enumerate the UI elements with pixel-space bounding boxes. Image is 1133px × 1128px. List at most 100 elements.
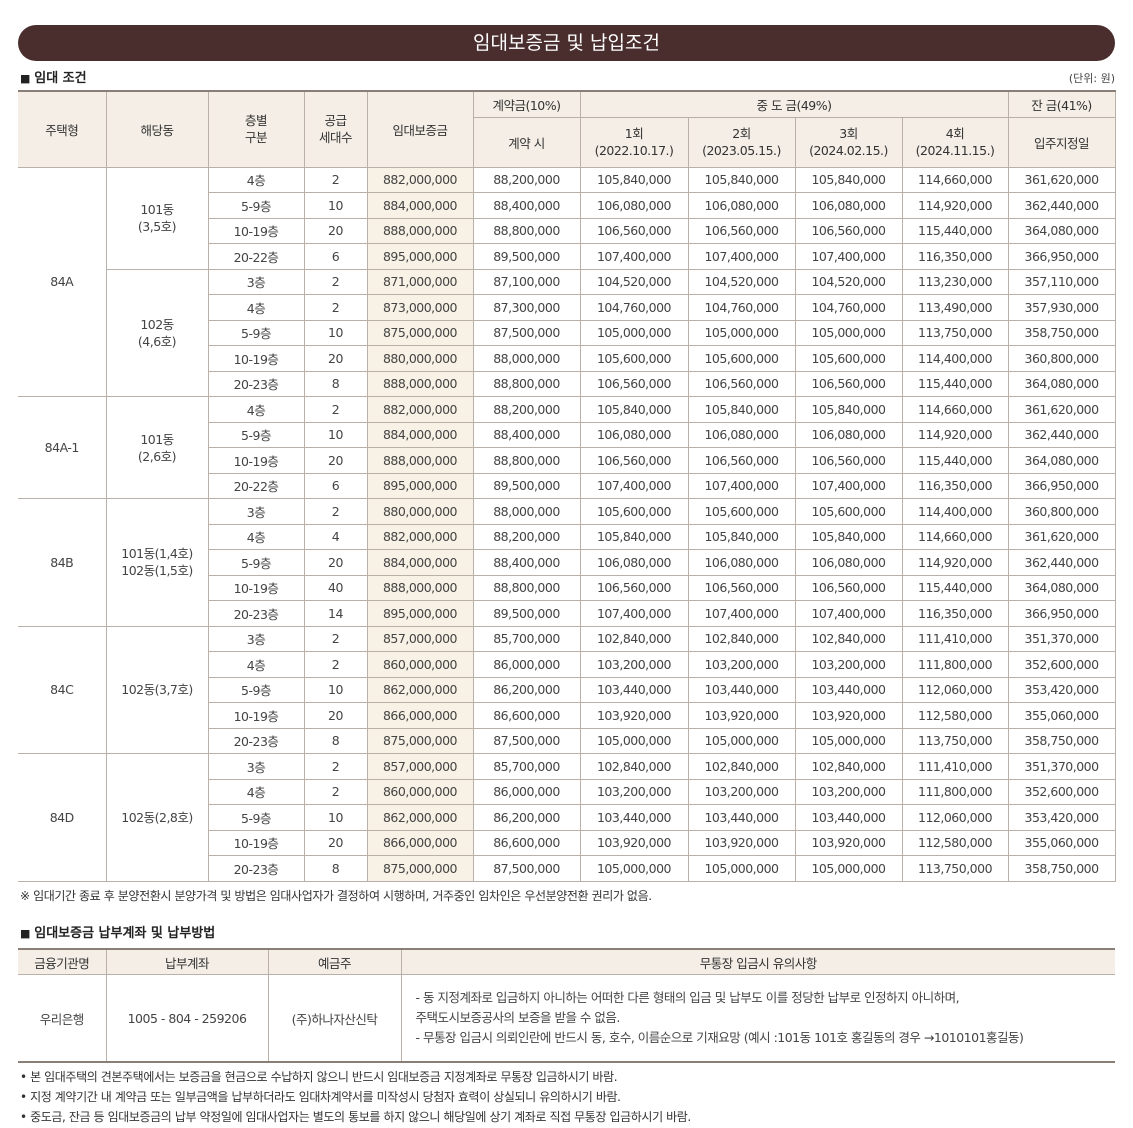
table-row: 84A-1 101동 (2,6호) 4층 2 882,000,000 88,200,000… — [18, 396, 1116, 499]
header-floor: 층별 구분 — [208, 90, 305, 168]
cell-type: 84A-1 — [18, 396, 107, 499]
cell-middle-4: 114,920,000 — [902, 421, 1009, 448]
header-type: 주택형 — [18, 90, 107, 168]
cell-deposit: 888,000,000 — [367, 217, 474, 244]
cell-balance: 362,440,000 — [1008, 421, 1116, 448]
cell-contract: 88,200,000 — [473, 523, 581, 550]
bank-name: 우리은행 — [18, 974, 107, 1063]
cell-middle-3: 106,560,000 — [795, 447, 903, 474]
note-2: • 지정 계약기간 내 계약금 또는 일부금액을 납부하더라도 임대차계약서를 … — [20, 1090, 621, 1104]
cell-middle-1: 105,600,000 — [580, 345, 689, 372]
table-row: 84A 101동 (3,5호) 4층 2 882,000,000 88,200,000 10… — [18, 166, 1116, 397]
cell-deposit: 862,000,000 — [367, 676, 474, 703]
cell-middle-4: 111,410,000 — [902, 625, 1009, 652]
table-row: 10-19층 20 866,000,000 86,600,000 103,920,000… — [18, 829, 1116, 856]
cell-balance: 361,620,000 — [1008, 523, 1116, 550]
cell-middle-4: 116,350,000 — [902, 600, 1009, 627]
cell-deposit: 880,000,000 — [367, 498, 474, 525]
header-balance-sub: 입주지정일 — [1008, 116, 1116, 168]
cell-deposit: 888,000,000 — [367, 574, 474, 601]
cell-floor: 4층 — [208, 294, 305, 321]
cell-middle-2: 105,840,000 — [688, 396, 796, 423]
cell-contract: 86,600,000 — [473, 702, 581, 729]
cell-floor: 5-9층 — [208, 676, 305, 703]
cell-middle-2: 106,080,000 — [688, 192, 796, 219]
header-cautions: 무통장 입금시 유의사항 — [400, 948, 1115, 975]
cell-middle-1: 103,440,000 — [580, 676, 689, 703]
cell-middle-1: 105,000,000 — [580, 319, 689, 346]
cell-middle-2: 105,000,000 — [688, 319, 796, 346]
note-3: • 중도금, 잔금 등 임대보증금의 납부 약정일에 임대사업자는 별도의 통보… — [20, 1110, 691, 1124]
cell-middle-4: 112,580,000 — [902, 702, 1009, 729]
cell-middle-3: 104,520,000 — [795, 268, 903, 295]
cell-middle-4: 113,230,000 — [902, 268, 1009, 295]
cell-deposit: 875,000,000 — [367, 727, 474, 754]
cell-contract: 88,000,000 — [473, 498, 581, 525]
cell-balance: 360,800,000 — [1008, 345, 1116, 372]
cell-floor: 10-19층 — [208, 829, 305, 856]
cell-units: 10 — [304, 804, 368, 831]
cell-units: 2 — [304, 396, 368, 423]
cell-contract: 89,500,000 — [473, 472, 581, 499]
cell-contract: 88,400,000 — [473, 192, 581, 219]
cell-middle-2: 102,840,000 — [688, 753, 796, 780]
cell-type: 84B — [18, 498, 107, 627]
cell-units: 6 — [304, 472, 368, 499]
cell-middle-1: 105,840,000 — [580, 396, 689, 423]
cell-dong: 102동(2,8호) — [106, 753, 209, 882]
cell-middle-1: 104,760,000 — [580, 294, 689, 321]
table-row: 20-22층 6 895,000,000 89,500,000 107,400,000 1… — [18, 243, 1116, 270]
cell-middle-3: 103,440,000 — [795, 676, 903, 703]
cell-floor: 4층 — [208, 651, 305, 678]
cell-middle-4: 116,350,000 — [902, 472, 1009, 499]
cell-dong: 102동 (4,6호) — [106, 268, 209, 397]
cell-units: 2 — [304, 268, 368, 295]
cell-balance: 362,440,000 — [1008, 549, 1116, 576]
cell-middle-1: 103,440,000 — [580, 804, 689, 831]
cell-middle-1: 106,560,000 — [580, 217, 689, 244]
cell-middle-3: 107,400,000 — [795, 243, 903, 270]
cell-contract: 88,400,000 — [473, 421, 581, 448]
cell-contract: 86,200,000 — [473, 804, 581, 831]
cell-middle-2: 104,760,000 — [688, 294, 796, 321]
cell-deposit: 875,000,000 — [367, 319, 474, 346]
cell-deposit: 884,000,000 — [367, 192, 474, 219]
cell-balance: 358,750,000 — [1008, 319, 1116, 346]
cell-balance: 357,930,000 — [1008, 294, 1116, 321]
cell-contract: 88,200,000 — [473, 166, 581, 193]
table-row: 10-19층 40 888,000,000 88,800,000 106,560,000… — [18, 574, 1116, 601]
cell-floor: 4층 — [208, 396, 305, 423]
section-heading-rental-conditions: 임대 조건 — [20, 67, 86, 86]
cell-middle-1: 106,560,000 — [580, 574, 689, 601]
cell-middle-1: 106,560,000 — [580, 447, 689, 474]
cell-contract: 88,400,000 — [473, 549, 581, 576]
cell-balance: 364,080,000 — [1008, 574, 1116, 601]
cell-middle-3: 103,920,000 — [795, 702, 903, 729]
cell-deposit: 888,000,000 — [367, 370, 474, 397]
cell-deposit: 860,000,000 — [367, 778, 474, 805]
cell-middle-3: 103,200,000 — [795, 778, 903, 805]
cell-middle-4: 111,410,000 — [902, 753, 1009, 780]
header-units: 공급 세대수 — [304, 90, 368, 168]
cell-floor: 20-23층 — [208, 727, 305, 754]
cell-dong: 102동(3,7호) — [106, 625, 209, 754]
payment-account-table: 금융기관명 납부계좌 예금주 무통장 입금시 유의사항 우리은행 1005 - … — [18, 948, 1115, 1063]
cell-units: 6 — [304, 243, 368, 270]
cell-middle-1: 105,600,000 — [580, 498, 689, 525]
cell-middle-3: 105,840,000 — [795, 396, 903, 423]
cell-middle-1: 106,560,000 — [580, 370, 689, 397]
cell-middle-4: 114,660,000 — [902, 523, 1009, 550]
table-row: 20-23층 8 875,000,000 87,500,000 105,000,000 1… — [18, 855, 1116, 882]
cell-contract: 86,000,000 — [473, 778, 581, 805]
cell-type: 84C — [18, 625, 107, 754]
deposit-cautions: - 동 지정계좌로 입금하지 아니하는 어떠한 다른 형태의 입금 및 납부도 … — [400, 974, 1115, 1063]
cell-balance: 360,800,000 — [1008, 498, 1116, 525]
cell-deposit: 880,000,000 — [367, 345, 474, 372]
cell-middle-2: 105,840,000 — [688, 523, 796, 550]
cell-floor: 5-9층 — [208, 804, 305, 831]
cell-middle-2: 107,400,000 — [688, 243, 796, 270]
table-row: 5-9층 10 862,000,000 86,200,000 103,440,000 10… — [18, 676, 1116, 703]
cell-balance: 357,110,000 — [1008, 268, 1116, 295]
cell-contract: 87,300,000 — [473, 294, 581, 321]
cell-deposit: 884,000,000 — [367, 549, 474, 576]
